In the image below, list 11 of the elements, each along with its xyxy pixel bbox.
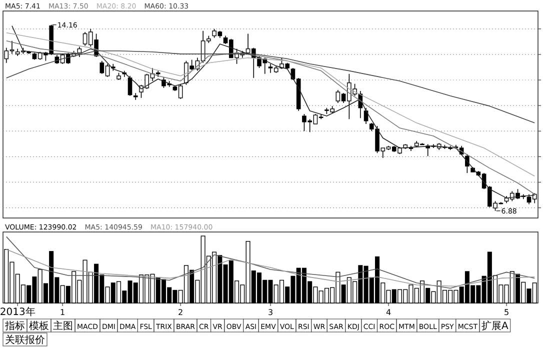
x-tick-label: 4 [386,308,392,317]
x-tick-label: 2013年 [0,306,36,318]
x-tick-label: 5 [504,308,510,317]
x-tick-label: 2 [178,308,184,317]
text: 模板 [29,320,49,332]
x-tick-label: 3 [268,308,274,317]
text: 主图 [53,320,73,332]
text: 扩展A [481,320,508,332]
text: 指标 [4,320,25,332]
x-tick-label: 1 [60,308,66,317]
text: 关联报价 [5,334,45,346]
